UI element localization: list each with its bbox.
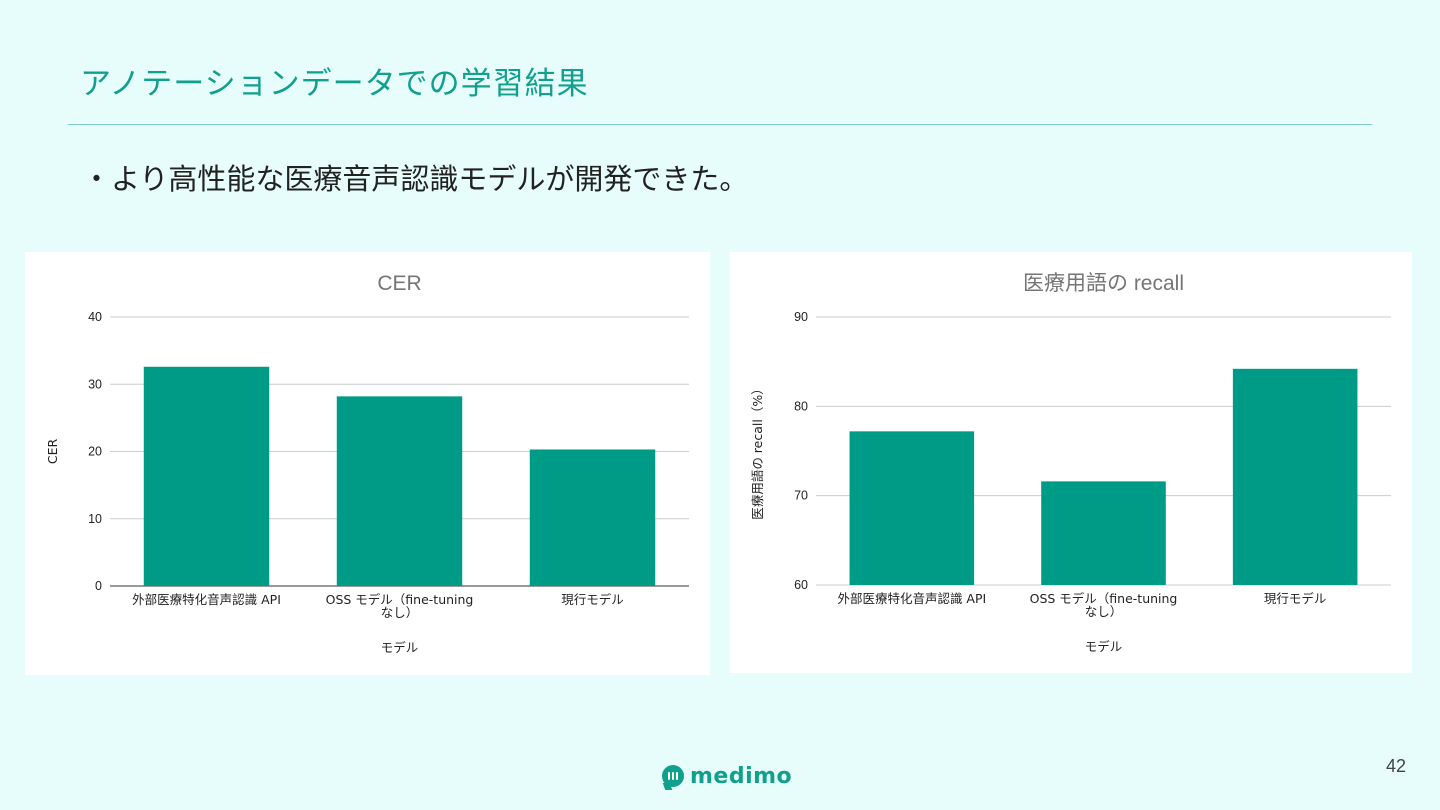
y-axis-title: CER [45,439,60,465]
y-tick-label: 70 [794,489,808,503]
bullet-text: ・より高性能な医療音声認識モデルが開発できた。 [82,162,749,196]
y-tick-label: 40 [88,310,102,324]
x-axis-title: モデル [1085,639,1123,654]
category-label: 外部医療特化音声認識 API [837,591,986,606]
title-divider [68,124,1372,125]
x-axis-title: モデル [381,640,419,655]
cer-chart-panel: CER 0 10 20 30 40 外部医療特化音声認識 API OSS モデル（fine-t… [25,252,710,675]
bar-3 [1232,368,1358,585]
logo-text: medimo [690,763,793,789]
y-tick-label: 0 [95,579,102,593]
y-tick-label: 10 [88,512,102,526]
category-label: 外部医療特化音声認識 API [132,592,281,607]
category-label: なし） [1085,604,1123,619]
category-label: OSS モデル（fine-tuning [1030,591,1178,606]
y-tick-label: 80 [794,399,808,413]
chart-title: CER [377,272,421,295]
y-tick-label: 90 [794,310,808,324]
category-label: 現行モデル [1264,591,1327,606]
page-number: 42 [1385,756,1406,776]
y-tick-label: 30 [88,377,102,391]
category-label: なし） [381,605,419,620]
y-tick-label: 60 [794,578,808,592]
category-label: 現行モデル [561,592,624,607]
bar-2 [1041,481,1166,585]
cer-chart: CER 0 10 20 30 40 外部医療特化音声認識 API OSS モデル（fine-t… [45,272,689,655]
y-tick-label: 20 [88,445,102,459]
bar-1 [849,431,975,585]
logo-mark-icon [662,765,684,787]
bar-3 [529,449,656,586]
slide-title: アノテーションデータでの学習結果 [80,66,589,102]
recall-chart: 医療用語の recall 60 70 80 90 外部医療特化音声認識 API OSS モデ… [750,272,1391,654]
medimo-logo: medimo [662,762,792,790]
recall-chart-panel: 医療用語の recall 60 70 80 90 外部医療特化音声認識 API OSS モデ… [730,252,1412,673]
bar-1 [143,366,270,586]
chart-title: 医療用語の recall [1023,272,1184,295]
category-label: OSS モデル（fine-tuning [326,592,474,607]
bar-2 [336,396,463,586]
y-axis-title: 医療用語の recall（%） [750,382,765,519]
